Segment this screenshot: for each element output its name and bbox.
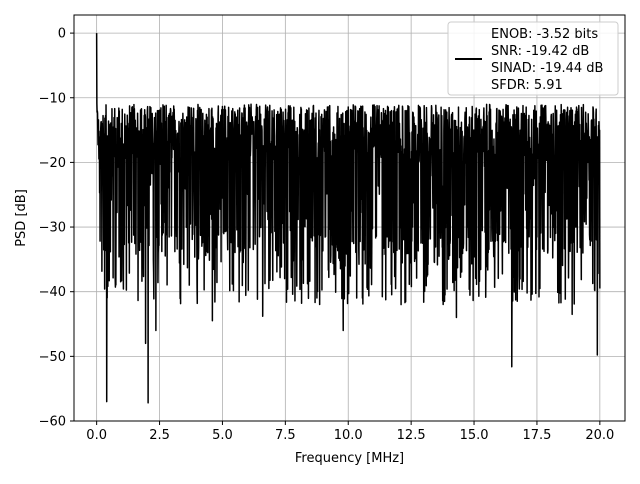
x-tick-label: 5.0 [212,428,233,443]
x-tick-label: 10.0 [334,428,363,443]
x-tick-label: 20.0 [585,428,614,443]
legend-snr: SNR: -19.42 dB [491,44,589,59]
y-tick-label: −10 [39,91,66,106]
y-axis: 0 −10 −20 −30 −40 −50 −60 [39,27,74,430]
y-axis-label: PSD [dB] [14,189,29,247]
y-tick-label: −50 [39,350,66,365]
x-axis: 0.0 2.5 5.0 7.5 10.0 12.5 15.0 17.5 20.0 [86,421,614,443]
x-tick-label: 7.5 [275,428,296,443]
series-layer [95,33,601,404]
legend-box [447,21,619,96]
x-tick-label: 17.5 [522,428,551,443]
legend-sinad: SINAD: -19.44 dB [491,61,603,76]
y-tick-label: −40 [39,285,66,300]
x-tick-label: 2.5 [149,428,170,443]
y-tick-label: −20 [39,156,66,171]
y-tick-label: −60 [39,415,66,430]
legend-sfdr: SFDR: 5.91 [491,78,563,93]
x-tick-label: 12.5 [397,428,426,443]
x-tick-label: 15.0 [460,428,489,443]
psd-series-line [95,33,601,404]
plot-frame [73,14,626,422]
legend: ENOB: -3.52 bits SNR: -19.42 dB SINAD: -… [447,21,619,96]
y-tick-label: 0 [58,27,66,42]
legend-enob: ENOB: -3.52 bits [491,27,598,42]
y-tick-label: −30 [39,221,66,236]
x-axis-label: Frequency [MHz] [295,451,404,466]
x-tick-label: 0.0 [86,428,107,443]
